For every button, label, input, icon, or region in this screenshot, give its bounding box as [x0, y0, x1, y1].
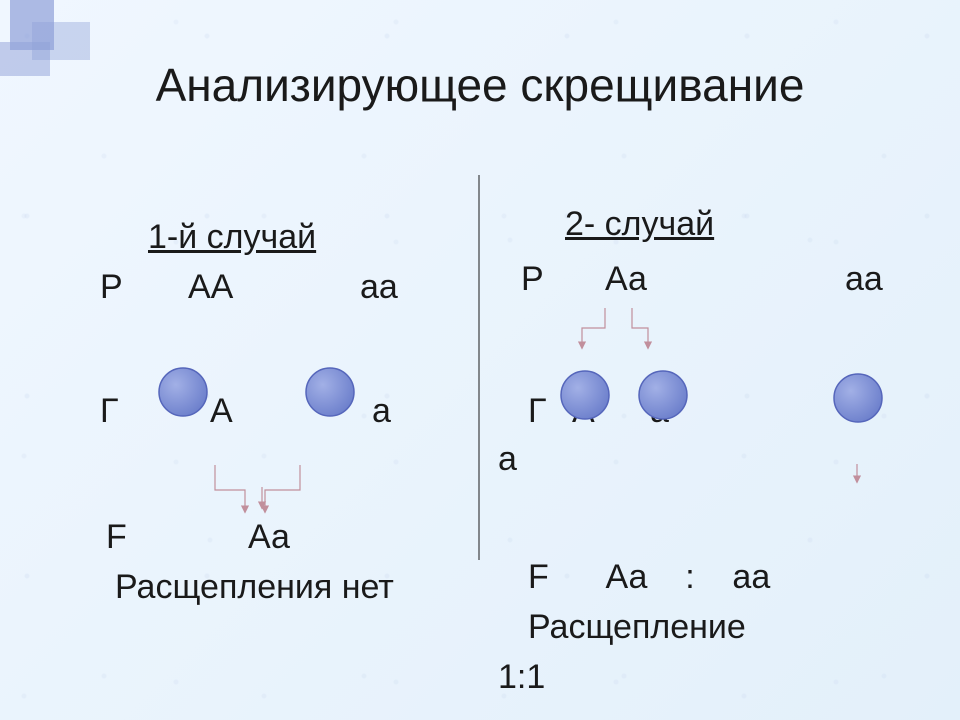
decor-square: [32, 22, 90, 60]
case2-g-mid: а: [650, 392, 669, 431]
case1-conclusion: Расщепления нет: [115, 568, 394, 607]
case1-p-label: Р: [100, 268, 123, 307]
page-title: Анализирующее скрещивание: [0, 58, 960, 112]
case1-p-left: АА: [188, 268, 233, 307]
case1-g-left: А: [210, 392, 233, 431]
case2-a-stray: а: [498, 440, 517, 479]
case1-g-label: Г: [100, 392, 118, 431]
case2-heading: 2- случай: [565, 205, 714, 244]
case2-g-label: Г: [528, 392, 546, 431]
case2-p-left: Аа: [605, 260, 647, 299]
case2-g-left: А: [572, 392, 595, 431]
case2-p-label: Р: [521, 260, 544, 299]
case1-g-right: а: [372, 392, 391, 431]
case1-heading: 1-й случай: [148, 218, 316, 257]
case2-conclusion: Расщепление: [528, 608, 746, 647]
case2-ratio: 1:1: [498, 658, 545, 697]
case1-f-label: F: [106, 518, 127, 557]
case2-p-right: аа: [845, 260, 883, 299]
case2-f-line: F Аа : аа: [528, 558, 770, 597]
case1-p-right: аа: [360, 268, 398, 307]
slide: Анализирующее скрещивание 1-й случай Р А…: [0, 0, 960, 720]
case1-f-value: Аа: [248, 518, 290, 557]
